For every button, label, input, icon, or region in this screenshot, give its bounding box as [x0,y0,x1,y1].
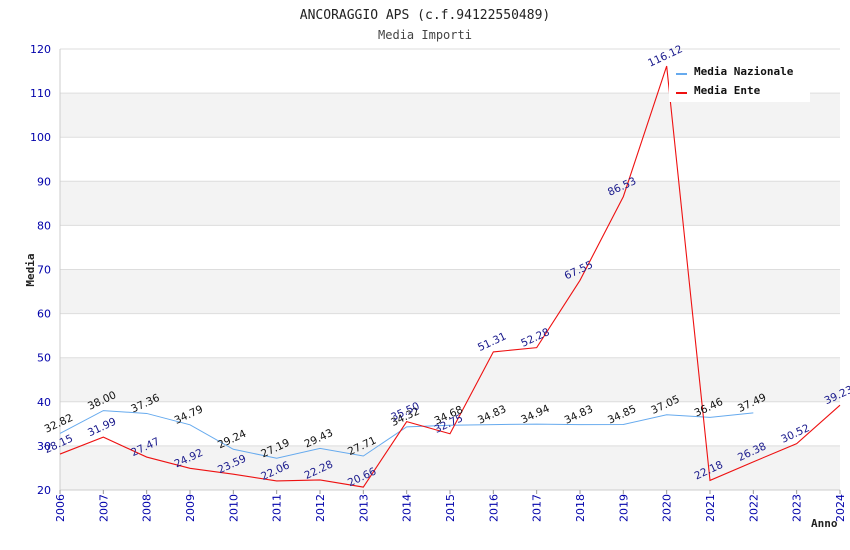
series-line-ente [59,65,841,488]
chart-title: ANCORAGGIO APS (c.f.94122550489) [300,8,550,23]
legend-label-nazionale: Media Nazionale [694,65,794,78]
y-tick-label: 70 [37,264,51,277]
y-tick-label: 110 [30,87,51,100]
y-tick-label: 50 [37,352,51,365]
x-tick-label: 2006 [54,494,67,522]
x-tick-label: 2017 [531,494,544,522]
plot-band [60,313,840,358]
series-lines [59,65,841,488]
plot-bands [60,49,840,490]
x-tick-labels: 2006 2007 2008 2009 2010 2011 2012 2013 2014 2015… [54,494,847,522]
y-tick-label: 120 [30,43,51,56]
y-tick-labels: 20 30 40 50 60 70 80 90 100 110 120 [30,43,51,497]
legend: Media Nazionale Media Ente [669,60,810,102]
y-tick-label: 30 [37,440,51,453]
x-tick-label: 2011 [271,494,284,522]
plot-band [60,269,840,314]
y-tick-label: 40 [37,396,51,409]
legend-label-ente: Media Ente [694,84,761,97]
x-tick-label: 2008 [141,494,154,522]
axes [59,49,841,494]
x-tick-label: 2018 [574,494,587,522]
y-tick-label: 60 [37,308,51,321]
x-axis-label: Anno [811,517,838,530]
x-tick-label: 2019 [617,494,630,522]
plot-band [60,225,840,270]
y-tick-label: 80 [37,219,51,232]
plot-band [60,357,840,402]
plot-band [60,137,840,182]
series-line-nazionale [59,410,754,459]
x-tick-label: 2020 [661,494,674,522]
y-axis-label: Media [24,253,37,286]
x-tick-label: 2022 [747,494,760,522]
x-tick-label: 2012 [314,494,327,522]
y-tick-label: 20 [37,484,51,497]
x-tick-label: 2014 [401,494,414,522]
x-tick-label: 2021 [704,494,717,522]
plot-band [60,181,840,226]
x-tick-label: 2015 [444,494,457,522]
y-tick-label: 100 [30,131,51,144]
chart-subtitle: Media Importi [378,28,472,42]
x-tick-label: 2024 [834,494,847,522]
x-tick-label: 2016 [487,494,500,522]
x-tick-label: 2010 [227,494,240,522]
x-tick-label: 2007 [97,494,110,522]
legend-box [669,60,810,102]
y-tick-label: 90 [37,175,51,188]
x-tick-label: 2023 [791,494,804,522]
x-tick-label: 2013 [357,494,370,522]
plot-band [60,401,840,446]
x-tick-label: 2009 [184,494,197,522]
